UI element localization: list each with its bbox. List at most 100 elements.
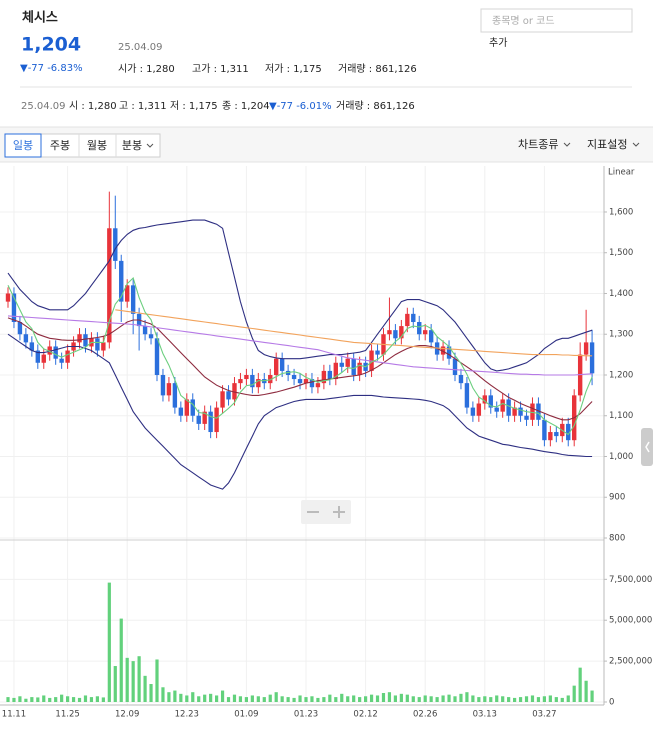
volume-bar: [399, 693, 403, 702]
volume-bar: [232, 694, 237, 702]
x-tick-label: 03.27: [532, 710, 556, 720]
volume-bar: [524, 696, 529, 702]
candle-body: [476, 403, 482, 416]
candle-body: [512, 407, 517, 416]
y-tick-label: 1,400: [609, 289, 633, 299]
candle-body: [488, 395, 493, 408]
menu[interactable]: 지표설정: [587, 138, 627, 151]
volume-bar: [548, 695, 552, 702]
volume-bar: [322, 697, 326, 702]
candle-body: [172, 383, 178, 408]
candle-body: [5, 293, 11, 302]
summary-item: 시 : 1,280: [69, 100, 117, 112]
candle-body: [440, 346, 446, 355]
volume-bar: [101, 697, 105, 702]
candle-body: [583, 342, 589, 355]
summary-change: ▼-77 -6.01%: [269, 101, 332, 112]
candle-body: [506, 399, 511, 416]
candle-body: [125, 285, 130, 302]
y-tick-label: 900: [609, 493, 625, 503]
date: 25.04.09: [118, 42, 163, 53]
volume-bar: [71, 697, 76, 702]
volume-bar: [310, 696, 314, 702]
volume-bar: [125, 657, 129, 702]
candle-body: [29, 342, 35, 351]
volume-bar: [30, 697, 34, 702]
candle-body: [351, 358, 356, 375]
candle-body: [83, 334, 88, 347]
candle-body: [524, 415, 529, 420]
candle-body: [530, 403, 535, 420]
plot: 800 900 1,000 1,100 1,200 1,300 1,400 1,500 1,60…: [0, 166, 652, 720]
stat: 저가 : 1,175: [265, 63, 322, 75]
candle-body: [339, 362, 344, 367]
volume-bar: [244, 697, 248, 702]
search-box[interactable]: [480, 8, 633, 33]
candle-body: [387, 330, 392, 335]
summary-volume: 거래량 : 861,126: [336, 100, 415, 112]
candle-body: [291, 374, 297, 380]
volume-bar: [584, 680, 588, 702]
stock-name: 체시스: [22, 11, 58, 26]
volume-bar: [143, 675, 147, 702]
volume-bar: [113, 666, 117, 702]
x-tick-label: 02.12: [353, 710, 377, 720]
candle-body: [566, 423, 571, 441]
volume-bar: [167, 692, 171, 702]
volume-bar: [268, 694, 272, 702]
volume-bar: [262, 697, 266, 702]
indicator-line: [7, 276, 593, 436]
summary-item: 고 : 1,311: [119, 101, 167, 112]
candle-body: [41, 354, 46, 363]
volume-bar: [572, 685, 576, 702]
volume-bar: [495, 695, 499, 702]
candle-body: [464, 383, 470, 408]
y-tick-label: 1,300: [609, 330, 633, 340]
tab-selected[interactable]: [4, 133, 42, 158]
volume-bar: [554, 697, 558, 702]
candle-body: [446, 346, 452, 359]
volume-bar: [393, 695, 397, 702]
add-button[interactable]: 추가: [489, 37, 507, 49]
candle-body: [160, 374, 166, 396]
y-tick-label: 1,000: [609, 452, 633, 462]
side-tab[interactable]: [641, 428, 653, 466]
volume-bar: [95, 696, 99, 702]
volume-bar: [477, 697, 481, 702]
volume-bar: [107, 582, 111, 702]
volume-bar: [203, 694, 207, 702]
chevron: [563, 142, 571, 147]
candle-body: [536, 403, 541, 420]
menu[interactable]: 차트종류: [518, 138, 558, 151]
chevron: [632, 142, 640, 147]
volume-bar: [89, 697, 94, 702]
volume-bar: [352, 695, 356, 702]
candle-body: [220, 391, 225, 408]
y2-tick-label: 5,000,000: [609, 616, 652, 626]
tab[interactable]: 월봉: [87, 139, 107, 152]
volume-bar: [256, 696, 260, 702]
volume-bar: [405, 694, 409, 702]
x-tick-label: 01.09: [234, 710, 258, 720]
volume-bar: [387, 692, 392, 702]
volume-bar: [191, 692, 195, 702]
volume-bar: [417, 697, 421, 702]
volume-bar: [238, 696, 243, 702]
tab[interactable]: 일봉: [13, 138, 33, 152]
candle-body: [589, 342, 595, 374]
volume-bar: [471, 695, 475, 702]
candle-body: [65, 350, 70, 363]
tab[interactable]: 주봉: [50, 139, 70, 152]
volume-bar: [215, 695, 219, 702]
candle-body: [399, 326, 404, 339]
x-tick-label: 11.11: [2, 710, 26, 720]
candle-body: [214, 407, 219, 433]
volume-bar: [42, 695, 46, 702]
tab[interactable]: 분봉: [122, 139, 142, 152]
volume-bar: [459, 693, 463, 702]
zoom-in[interactable]: [333, 506, 345, 518]
candle-body: [59, 358, 64, 363]
x-tick-label: 01.23: [294, 710, 318, 720]
volume-bar: [530, 695, 535, 702]
